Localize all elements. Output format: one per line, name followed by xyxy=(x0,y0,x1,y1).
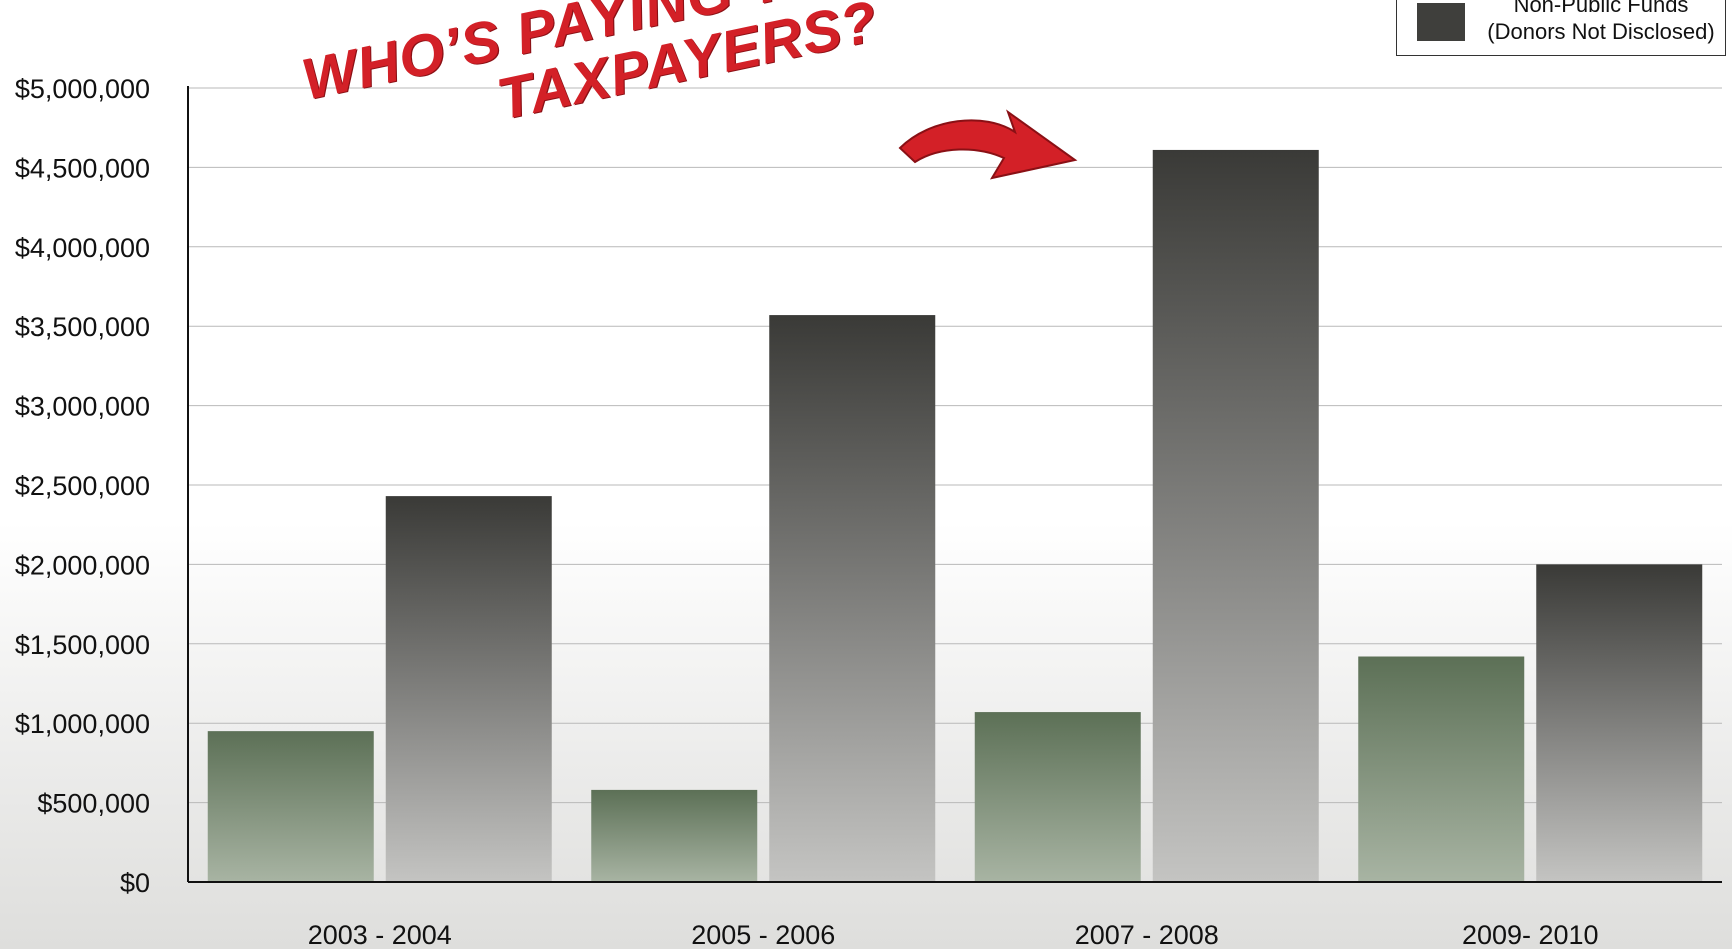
bar-series-1-2 xyxy=(1152,149,1319,882)
y-tick-label: $500,000 xyxy=(37,789,150,819)
bar-series-0-1 xyxy=(591,789,758,882)
y-tick-label: $1,000,000 xyxy=(15,709,150,739)
bar-series-0-3 xyxy=(1358,656,1525,882)
bars xyxy=(207,149,1703,883)
bar-series-1-3 xyxy=(1536,564,1703,882)
y-tick-label: $1,500,000 xyxy=(15,630,150,660)
y-tick-label: $3,000,000 xyxy=(15,392,150,422)
y-tick-label: $2,000,000 xyxy=(15,550,150,580)
y-tick-labels: $0 $500,000 $1,000,000 $1,500,000 $2,000,000… xyxy=(15,74,150,898)
x-category-label: 2003 - 2004 xyxy=(308,920,452,949)
bar-series-1-1 xyxy=(769,315,936,883)
y-tick-label: $5,000,000 xyxy=(15,74,150,104)
y-tick-label: $4,500,000 xyxy=(15,153,150,183)
axes xyxy=(187,86,1722,883)
arrow-icon xyxy=(898,109,1078,180)
legend-label-line-2: (Donors Not Disclosed) xyxy=(1487,19,1715,44)
legend-swatch-non-public-funds xyxy=(1417,3,1465,41)
bar-series-0-2 xyxy=(974,712,1141,882)
y-tick-label: $3,500,000 xyxy=(15,312,150,342)
legend-label-line-1: Non-Public Funds xyxy=(1513,0,1689,17)
y-tick-label: $4,000,000 xyxy=(15,233,150,263)
bar-series-1-0 xyxy=(385,496,552,882)
x-category-label: 2005 - 2006 xyxy=(691,920,835,949)
legend: Non-Public Funds (Donors Not Disclosed) xyxy=(1396,0,1726,56)
y-tick-label: $2,500,000 xyxy=(15,471,150,501)
x-category-label: 2007 - 2008 xyxy=(1075,920,1219,949)
y-tick-label: $0 xyxy=(120,868,150,898)
legend-entry-non-public-funds: Non-Public Funds (Donors Not Disclosed) xyxy=(1479,0,1723,45)
x-category-label: 2009- 2010 xyxy=(1462,920,1599,949)
bar-series-0-0 xyxy=(207,731,374,882)
x-category-labels: 2003 - 2004 2005 - 2006 2007 - 2008 2009- 2… xyxy=(308,920,1599,949)
